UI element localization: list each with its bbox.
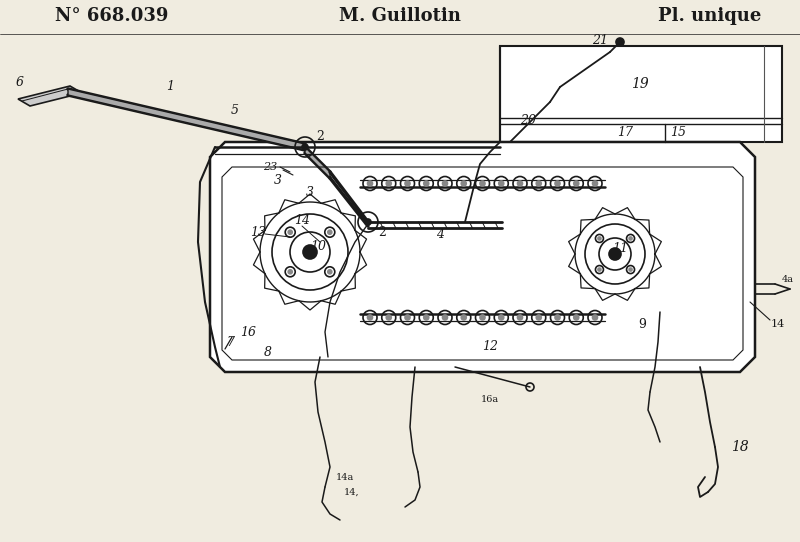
- Text: 6: 6: [16, 75, 24, 88]
- Circle shape: [302, 144, 308, 150]
- Text: 2: 2: [378, 225, 386, 238]
- Circle shape: [424, 315, 429, 320]
- Circle shape: [598, 237, 601, 240]
- Circle shape: [480, 181, 485, 186]
- Circle shape: [462, 181, 466, 186]
- Text: N° 668.039: N° 668.039: [55, 7, 168, 25]
- Text: 2: 2: [316, 130, 324, 143]
- Polygon shape: [305, 147, 330, 178]
- Circle shape: [498, 181, 504, 186]
- Text: 11: 11: [612, 242, 628, 255]
- Circle shape: [518, 181, 522, 186]
- Text: 3: 3: [274, 173, 282, 186]
- Circle shape: [616, 38, 624, 46]
- Text: 1: 1: [166, 81, 174, 94]
- Circle shape: [386, 315, 391, 320]
- Text: M. Guillotin: M. Guillotin: [339, 7, 461, 25]
- Text: 10: 10: [310, 241, 326, 254]
- Text: 14: 14: [294, 214, 310, 227]
- Circle shape: [462, 315, 466, 320]
- Text: 18: 18: [731, 440, 749, 454]
- Circle shape: [574, 315, 578, 320]
- Circle shape: [386, 181, 391, 186]
- Text: 16a: 16a: [481, 395, 499, 403]
- Circle shape: [593, 315, 598, 320]
- Text: 14: 14: [771, 319, 785, 329]
- Circle shape: [536, 181, 542, 186]
- Text: 4a: 4a: [782, 275, 794, 285]
- Circle shape: [593, 181, 598, 186]
- Text: 12: 12: [482, 340, 498, 353]
- Text: 14a: 14a: [336, 473, 354, 481]
- Circle shape: [303, 245, 317, 259]
- Circle shape: [367, 181, 373, 186]
- Text: 23: 23: [263, 162, 277, 172]
- Circle shape: [405, 181, 410, 186]
- Text: 19: 19: [631, 77, 649, 91]
- Text: 5: 5: [231, 104, 239, 117]
- Circle shape: [442, 181, 447, 186]
- Circle shape: [609, 248, 621, 260]
- Text: 13: 13: [250, 225, 266, 238]
- Circle shape: [629, 237, 632, 240]
- Text: 7: 7: [226, 335, 234, 349]
- Polygon shape: [68, 89, 305, 150]
- Circle shape: [555, 315, 560, 320]
- Circle shape: [365, 219, 371, 225]
- Circle shape: [288, 230, 292, 234]
- Text: 15: 15: [670, 126, 686, 139]
- Circle shape: [328, 230, 332, 234]
- Text: 9: 9: [638, 318, 646, 331]
- Text: 17: 17: [617, 126, 633, 139]
- Polygon shape: [500, 46, 782, 142]
- Text: 21: 21: [592, 34, 608, 47]
- Polygon shape: [18, 86, 82, 106]
- Circle shape: [480, 315, 485, 320]
- Text: 8: 8: [264, 345, 272, 358]
- Circle shape: [536, 315, 542, 320]
- Text: 16: 16: [240, 326, 256, 339]
- Text: 14,: 14,: [344, 487, 360, 496]
- Circle shape: [574, 181, 578, 186]
- Text: 4: 4: [436, 228, 444, 241]
- Text: 3: 3: [306, 185, 314, 198]
- Circle shape: [328, 270, 332, 274]
- Circle shape: [288, 270, 292, 274]
- Circle shape: [555, 181, 560, 186]
- Circle shape: [405, 315, 410, 320]
- Circle shape: [424, 181, 429, 186]
- Text: 20: 20: [520, 113, 536, 126]
- Text: Pl. unique: Pl. unique: [658, 7, 762, 25]
- Circle shape: [498, 315, 504, 320]
- Circle shape: [629, 268, 632, 271]
- Circle shape: [518, 315, 522, 320]
- Circle shape: [598, 268, 601, 271]
- Polygon shape: [210, 142, 755, 372]
- Circle shape: [442, 315, 447, 320]
- Circle shape: [367, 315, 373, 320]
